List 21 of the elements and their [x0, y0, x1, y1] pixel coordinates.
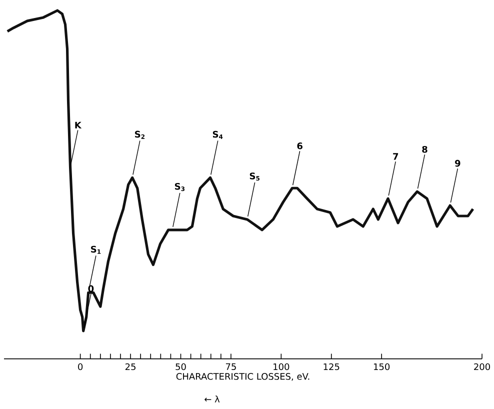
x-axis-title: CHARACTERISTIC LOSSES, eV. [176, 373, 310, 381]
annotation: S$_{3}$ [174, 182, 185, 192]
annotation: 0 [88, 285, 94, 292]
annotation: 7 [393, 153, 398, 160]
annotation: S$_{2}$ [135, 130, 144, 139]
annotation: S$_{5}$ [250, 172, 260, 181]
x-tick-label: 50 [176, 363, 186, 370]
x-tick-label: 0 [78, 363, 83, 370]
x-tick-label: 75 [226, 363, 236, 370]
annotation: K [75, 122, 82, 128]
annotation: 9 [455, 160, 460, 167]
x-tick-label: 200 [474, 363, 490, 370]
annotation: 6 [297, 142, 302, 150]
text: ← λ [204, 396, 220, 402]
annotation: S$_{1}$ [91, 246, 101, 254]
x-tick-label: 150 [374, 363, 390, 370]
x-tick-label: 100 [274, 363, 290, 370]
x-tick-label: 25 [125, 363, 136, 370]
annotation: 8 [422, 146, 428, 153]
x-tick-label: 125 [324, 363, 340, 370]
annotation: S$_{4}$ [212, 130, 223, 139]
